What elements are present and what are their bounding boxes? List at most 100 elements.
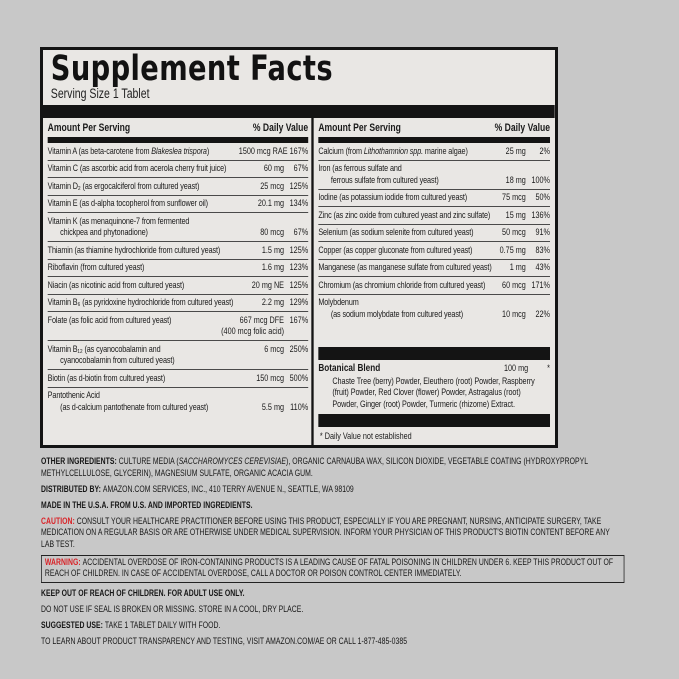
header-daily-value: % Daily Value: [494, 122, 550, 134]
nutrient-row-line1: Thiamin (as thiamine hydrochloride from …: [48, 245, 309, 257]
footer-text: SACCHAROMYCES CEREVISIAE: [178, 456, 287, 466]
footer-bold-text: MADE IN THE U.S.A. FROM U.S. AND IMPORTE…: [41, 499, 253, 510]
footer-line: DO NOT USE IF SEAL IS BROKEN OR MISSING.…: [41, 604, 624, 616]
nutrient-column-right: Amount Per Serving % Daily Value Calcium…: [311, 118, 554, 445]
footer-line: TO LEARN ABOUT PRODUCT TRANSPARENCY AND …: [41, 636, 624, 648]
footer-text: ), ORGANIC CARNAUBA WAX, SILICON DIOXIDE…: [41, 456, 588, 478]
nutrient-amount: 15 mg: [505, 209, 526, 220]
nutrient-name-text: Vitamin E (as d-alpha tocopherol from su…: [47, 198, 208, 208]
nutrient-name: Vitamin B₁₂ (as cyanocobalamin and: [48, 344, 239, 356]
nutrient-dv: 167%: [289, 314, 309, 325]
nutrient-amount: 25 mcg: [260, 180, 285, 191]
header-daily-value: % Daily Value: [252, 122, 309, 134]
nutrient-row-line1: Chromium (as chromium chloride from cult…: [318, 280, 550, 292]
footer-bold-text: OTHER INGREDIENTS:: [41, 456, 119, 466]
nutrient-dv: 500%: [289, 372, 309, 383]
nutrient-dv: 167%: [289, 145, 309, 156]
nutrient-dv: 250%: [289, 343, 309, 354]
nutrient-name-text: Selenium (as sodium selenite from cultur…: [318, 227, 474, 237]
nutrient-dv: 50%: [535, 192, 550, 202]
nutrient-row-line1: Calcium (from Lithothamnion spp. marine …: [318, 146, 550, 158]
footer-text: AMAZON.COM SERVICES, INC., 410 TERRY AVE…: [102, 483, 354, 494]
nutrient-name-text: Riboflavin (from cultured yeast): [47, 262, 145, 272]
nutrient-amount: 1500 mcg RAE: [238, 145, 288, 156]
nutrient-amount: 1.6 mg: [261, 262, 285, 272]
nutrient-row-line1: Biotin (as d-biotin from cultured yeast)…: [48, 373, 309, 385]
nutrient-amount: 75 mcg: [502, 192, 526, 202]
nutrient-name: Vitamin D₂ (as ergocalciferol from cultu…: [48, 181, 239, 193]
nutrient-row-line1: Copper (as copper gluconate from culture…: [318, 245, 550, 257]
nutrient-amount: 667 mcg DFE: [239, 314, 285, 325]
nutrient-name-text: Thiamin (as thiamine hydrochloride from …: [47, 244, 221, 255]
supplement-facts-panel: Supplement Facts Serving Size 1 Tablet A…: [40, 47, 558, 448]
nutrient-row-line2: (as sodium molybdate from cultured yeast…: [318, 309, 550, 321]
nutrient-row: Riboflavin (from cultured yeast) 1.6 mg 12…: [47, 258, 309, 277]
nutrient-row-line1: Selenium (as sodium selenite from cultur…: [318, 227, 550, 239]
nutrient-row: Molybdenum (as sodium molybdate from cult…: [318, 293, 550, 323]
nutrient-name: Iron (as ferrous sulfate and: [318, 163, 550, 175]
nutrient-dv: 136%: [531, 209, 550, 220]
column-header-right: Amount Per Serving % Daily Value: [318, 118, 550, 143]
nutrient-name-continued: (as d-calcium pantothenate from cultured…: [60, 401, 209, 412]
nutrient-column-left: Amount Per Serving % Daily Value Vitamin…: [43, 118, 311, 445]
nutrient-row: Thiamin (as thiamine hydrochloride from …: [47, 241, 309, 259]
nutrient-amount: 25 mg: [505, 145, 526, 156]
nutrient-row-line1: Folate (as folic acid from cultured yeas…: [48, 315, 309, 327]
nutrient-amount: 6 mcg: [264, 343, 285, 354]
nutrient-amount: 80 mcg: [260, 227, 285, 237]
nutrient-amount: 18 mg: [505, 174, 526, 185]
nutrient-name-text: Niacin (as nicotinic acid from cultured …: [47, 279, 185, 290]
botanical-amount: 100 mg: [503, 362, 529, 373]
nutrient-amount: 2.2 mg: [261, 297, 285, 307]
nutrient-amount: 5.5 mg: [261, 401, 285, 412]
nutrient-name-text: Vitamin D₂ (as ergocalciferol from cultu…: [47, 180, 200, 191]
nutrient-row: Vitamin C (as ascorbic acid from acerola…: [47, 159, 309, 178]
nutrient-name-continued: (as sodium molybdate from cultured yeast…: [330, 308, 464, 319]
nutrient-row: Iodine (as potassium iodide from culture…: [318, 188, 550, 207]
nutrient-name-continued: ferrous sulfate from cultured yeast): [330, 174, 439, 185]
nutrient-name: Riboflavin (from cultured yeast): [48, 262, 239, 274]
nutrient-dv: 171%: [531, 279, 550, 290]
nutrient-name-italic: Lithothamnion spp.: [363, 145, 424, 156]
nutrient-name-text: Vitamin C (as ascorbic acid from acerola…: [47, 163, 227, 173]
nutrient-name-text: Vitamin A (as beta-carotene from: [47, 145, 152, 156]
nutrient-name-text: Vitamin B₆ (as pyridoxine hydrochloride …: [47, 297, 234, 307]
panel-title: Supplement Facts: [50, 49, 334, 89]
nutrient-amount: 20.1 mg: [257, 198, 285, 208]
nutrient-amount: 20 mg NE: [251, 279, 285, 290]
nutrient-name-text: Biotin (as d-biotin from cultured yeast): [47, 372, 166, 383]
iron-warning-box: WARNING: ACCIDENTAL OVERDOSE OF IRON-CON…: [41, 554, 625, 583]
nutrient-row: Folate (as folic acid from cultured yeas…: [47, 311, 309, 340]
footer-bold-text: DISTRIBUTED BY:: [41, 483, 103, 494]
nutrient-row: Vitamin K (as menaquinone-7 from ferment…: [47, 212, 309, 241]
nutrient-row: Vitamin D₂ (as ergocalciferol from cultu…: [47, 177, 309, 195]
nutrient-row-line1: Iron (as ferrous sulfate and: [318, 163, 550, 175]
nutrient-name: Manganese (as manganese sulfate from cul…: [318, 262, 491, 274]
footer-line: DISTRIBUTED BY: AMAZON.COM SERVICES, INC…: [41, 484, 624, 496]
divider-bar-botanical-top: [318, 346, 550, 360]
nutrient-dv: 83%: [535, 244, 550, 255]
nutrient-row-line1: Vitamin B₁₂ (as cyanocobalamin and 6 mcg 2…: [48, 344, 309, 356]
nutrient-name-text: Iron (as ferrous sulfate and: [318, 163, 402, 173]
nutrient-row: Vitamin A (as beta-carotene from Blakesl…: [48, 143, 309, 160]
nutrient-name: Vitamin B₆ (as pyridoxine hydrochloride …: [48, 297, 239, 309]
nutrient-name-text: Zinc (as zinc oxide from cultured yeast …: [318, 209, 491, 220]
nutrient-name: Iodine (as potassium iodide from culture…: [318, 192, 488, 204]
nutrient-name: Zinc (as zinc oxide from cultured yeast …: [318, 209, 491, 222]
nutrient-dv: 2%: [539, 145, 550, 156]
nutrient-amount: 1.5 mg: [261, 244, 285, 255]
nutrient-row: Vitamin B₁₂ (as cyanocobalamin and 6 mcg 2…: [47, 340, 309, 369]
nutrient-name-text: ): [206, 145, 210, 156]
footer-bold-text: SUGGESTED USE:: [41, 619, 105, 630]
nutrient-row-line1: Vitamin A (as beta-carotene from Blakesl…: [48, 146, 309, 158]
nutrient-row: Copper (as copper gluconate from culture…: [318, 241, 550, 259]
footer-text: CONSULT YOUR HEALTHCARE PRACTITIONER BEF…: [41, 515, 610, 549]
nutrient-row: Vitamin E (as d-alpha tocopherol from su…: [47, 194, 309, 213]
nutrient-dv: 125%: [289, 180, 309, 191]
nutrient-name-text: Pantothenic Acid: [47, 390, 100, 400]
footer-red-label: CAUTION:: [41, 515, 77, 526]
nutrient-name-text: Molybdenum: [318, 297, 359, 307]
panel-content: Supplement Facts Serving Size 1 Tablet A…: [43, 50, 555, 445]
nutrient-dv: 125%: [289, 244, 309, 255]
